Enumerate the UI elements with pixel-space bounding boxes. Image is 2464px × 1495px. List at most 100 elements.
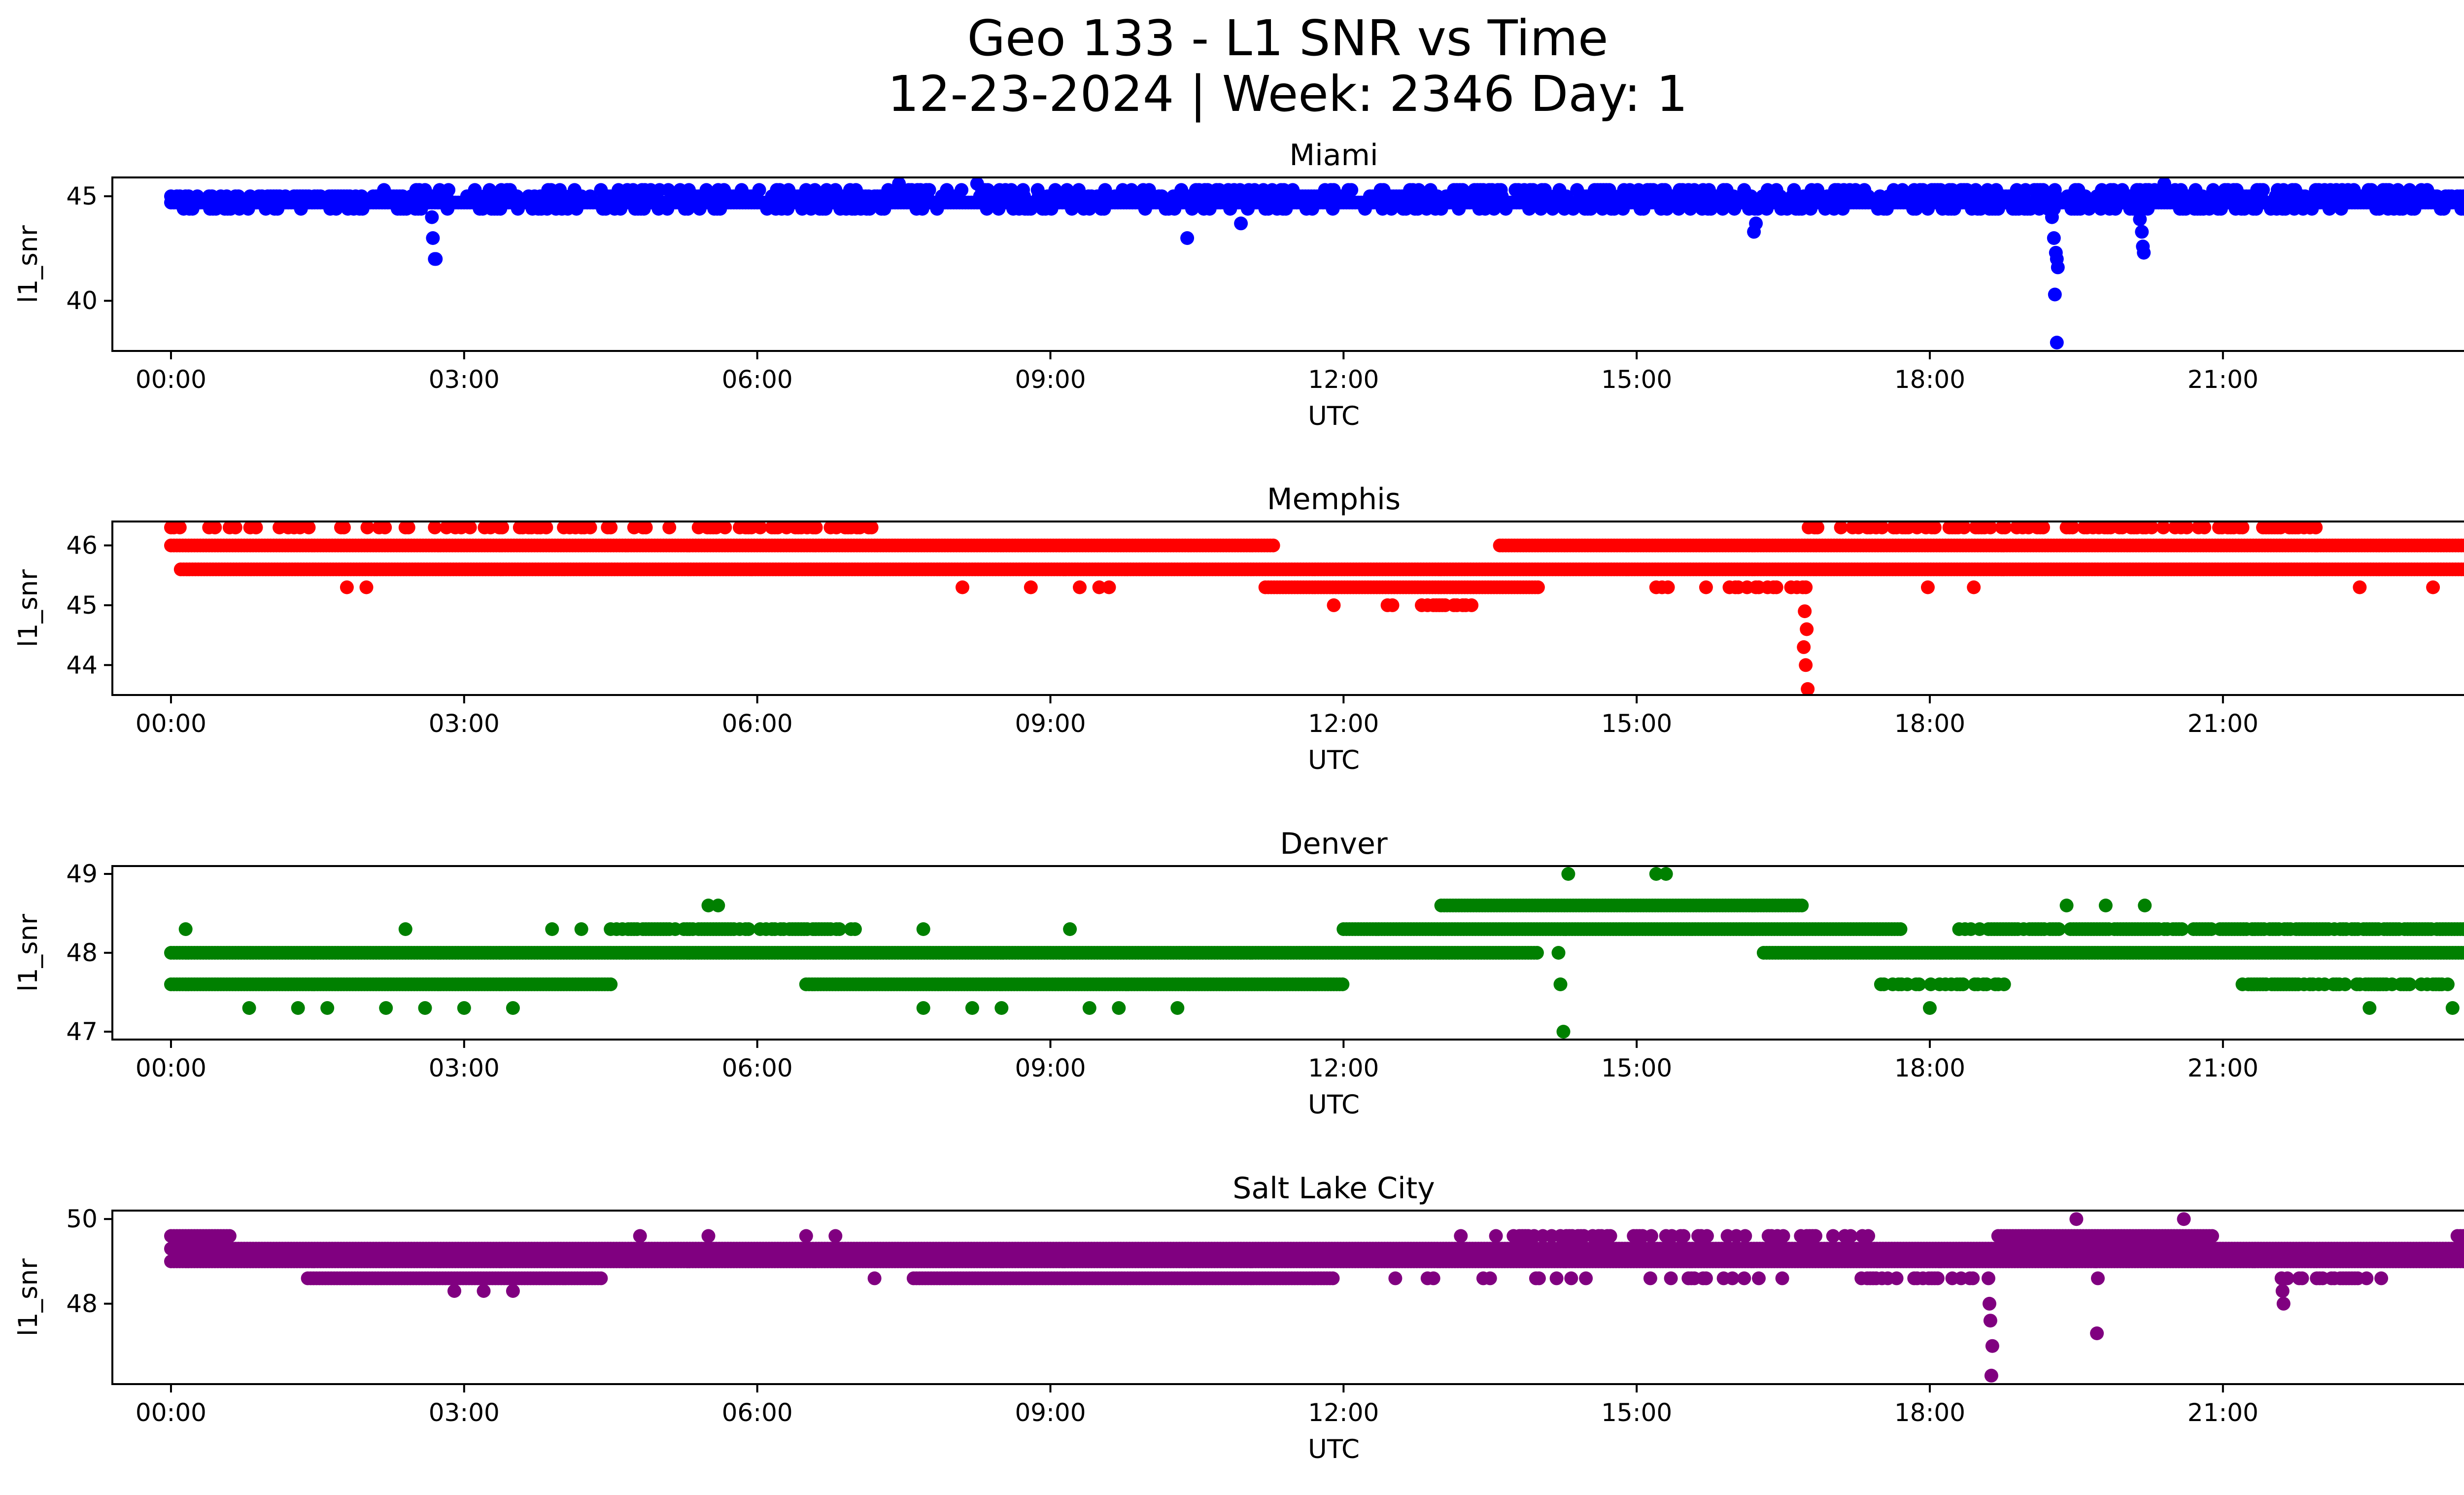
data-point <box>819 202 833 216</box>
data-point <box>2298 189 2312 204</box>
data-point <box>1487 202 1501 216</box>
data-point <box>1065 202 1079 216</box>
data-point <box>231 189 245 204</box>
data-point <box>1811 522 1824 535</box>
data-point <box>2174 183 2188 197</box>
data-point <box>1456 183 1470 197</box>
data-point <box>1044 202 1059 216</box>
data-point <box>1719 183 1734 197</box>
data-point <box>1798 604 1812 619</box>
data-point <box>1060 183 1074 197</box>
data-point <box>302 522 316 535</box>
x-tick-label: 03:00 <box>429 709 500 738</box>
data-point <box>1787 183 1801 197</box>
data-point <box>2141 202 2155 216</box>
data-point <box>190 189 205 204</box>
data-point <box>2323 202 2336 216</box>
data-point <box>1880 202 1894 216</box>
data-point <box>662 522 677 535</box>
data-point <box>1797 640 1811 654</box>
data-point <box>2402 183 2417 197</box>
data-point <box>2050 336 2064 349</box>
data-point <box>2460 946 2464 959</box>
y-tick-label: 44 <box>66 651 98 679</box>
data-point <box>340 580 354 594</box>
data-point <box>1927 522 1942 535</box>
data-point <box>2047 231 2061 245</box>
data-point <box>1702 183 1716 197</box>
data-point <box>1223 202 1237 216</box>
scatter-points <box>164 522 2464 695</box>
data-point <box>781 202 795 216</box>
data-point <box>1759 202 1774 216</box>
data-point <box>1167 202 1182 216</box>
data-point <box>503 183 517 197</box>
data-point <box>717 183 731 197</box>
data-point <box>2288 183 2302 197</box>
data-point <box>377 183 391 197</box>
data-point <box>2115 183 2129 197</box>
data-point <box>378 522 392 535</box>
data-point <box>1434 202 1448 216</box>
data-point <box>482 183 497 197</box>
data-point <box>2135 225 2149 239</box>
data-point <box>1202 202 1217 216</box>
data-point <box>2157 177 2171 191</box>
data-point <box>604 977 618 991</box>
data-point <box>892 177 906 191</box>
y-axis-label: l1_snr <box>13 225 43 303</box>
data-point <box>2420 183 2434 197</box>
data-point <box>681 202 695 216</box>
data-point <box>864 522 879 535</box>
data-point <box>553 183 567 197</box>
data-point <box>2462 191 2464 201</box>
data-point <box>441 202 455 216</box>
data-point <box>1683 202 1698 216</box>
data-point <box>915 202 929 216</box>
data-point <box>2364 183 2379 197</box>
data-point <box>1998 522 2012 535</box>
data-point <box>2082 202 2096 216</box>
data-point <box>1727 202 1742 216</box>
data-point <box>1947 202 1961 216</box>
data-point <box>1102 580 1116 594</box>
data-point <box>1327 598 1341 612</box>
data-point <box>185 202 200 216</box>
data-point <box>862 202 877 216</box>
y-tick-label: 46 <box>66 531 98 560</box>
data-point <box>1800 622 1814 636</box>
data-point <box>1921 202 1935 216</box>
data-point <box>1335 977 1350 991</box>
data-point <box>208 522 222 535</box>
data-point <box>639 522 653 535</box>
data-point <box>832 922 847 936</box>
data-point <box>2133 212 2147 226</box>
data-point <box>2309 522 2323 535</box>
data-point <box>354 189 369 204</box>
data-point <box>734 183 749 197</box>
data-point <box>360 522 375 535</box>
data-point <box>2457 202 2464 216</box>
data-point <box>1602 183 1616 197</box>
data-point <box>980 202 994 216</box>
scatter-points <box>164 177 2464 349</box>
data-point <box>1376 183 1391 197</box>
data-point <box>2175 922 2189 936</box>
x-tick-label: 00:00 <box>136 709 206 738</box>
data-point <box>1082 202 1096 216</box>
data-point <box>1769 183 1783 197</box>
data-point <box>699 183 714 197</box>
x-tick-label: 18:00 <box>1894 365 1965 394</box>
subplot-title: Denver <box>1280 827 1388 861</box>
data-point <box>2347 183 2361 197</box>
data-point <box>1983 522 1997 535</box>
data-point <box>1412 183 1426 197</box>
data-point <box>718 522 732 535</box>
x-tick-label: 00:00 <box>136 365 206 394</box>
data-point <box>2214 202 2228 216</box>
data-point <box>271 202 285 216</box>
data-point <box>1073 580 1087 594</box>
data-point <box>637 202 651 216</box>
data-point <box>940 183 954 197</box>
